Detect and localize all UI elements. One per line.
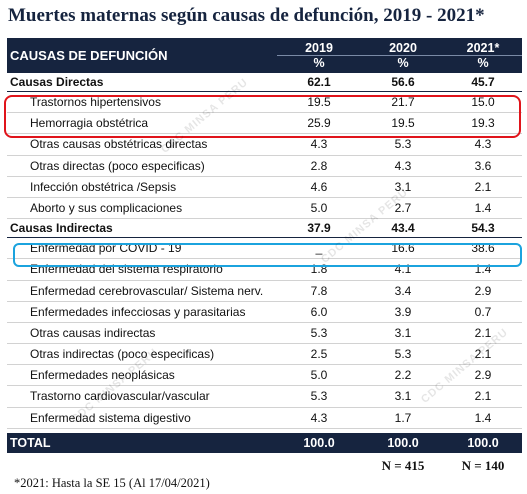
row-label: Enfermedad sistema digestivo [30,410,191,425]
row-value: _ [315,241,323,256]
total-value: 100.0 [387,435,419,450]
section-label: Causas Indirectas [10,221,113,236]
causes-table: CAUSAS DE DEFUNCIÓN 2019 2020 2021* % % … [7,38,522,453]
table-row: Otras directas (poco especificas) 2.8 4.3 3… [7,156,522,177]
row-value: 15.0 [471,95,495,109]
row-value: 3.1 [394,325,412,340]
row-value: 1.4 [474,200,492,215]
header-year-2021: 2021* [466,41,500,55]
section-value: 56.6 [391,75,415,89]
row-value: 4.3 [310,137,328,152]
table-row: Otras causas indirectas 5.3 3.1 2.1 [7,323,522,345]
section-value: 37.9 [307,221,331,236]
row-value: 5.3 [394,137,412,152]
table-row: Enfermedades infecciosas y parasitarias 6… [7,302,522,323]
row-value: 25.9 [307,116,331,131]
row-value: 2.1 [474,347,492,362]
row-value: 3.4 [394,283,412,298]
row-label: Enfermedades infecciosas y parasitarias [30,304,246,319]
row-value: 19.3 [471,116,495,131]
row-label: Otras directas (poco especificas) [30,158,205,173]
row-label: Otras indirectas (poco especificas) [30,347,215,362]
row-label: Infección obstétrica /Sepsis [30,179,177,194]
footnote: *2021: Hasta la SE 15 (Al 17/04/2021) [14,476,210,490]
row-value: 3.1 [394,389,412,404]
header-year-2020: 2020 [389,41,417,55]
table-header: CAUSAS DE DEFUNCIÓN 2019 2020 2021* % % … [7,38,522,73]
table-row: Enfermedad sistema digestivo 4.3 1.7 1.4 [7,408,522,429]
table-row: Infección obstétrica /Sepsis 4.6 3.1 2.1 [7,177,522,198]
row-value: 3.6 [474,158,492,173]
row-value: 5.3 [310,389,328,404]
total-row: TOTAL 100.0 100.0 100.0 [7,432,522,453]
row-value: 4.3 [394,158,412,173]
row-value: 0.7 [474,304,492,319]
row-label: Enfermedades neoplásicas [30,368,175,383]
section-row-indirectas: Causas Indirectas 37.9 43.4 54.3 [7,219,522,239]
table-title: Muertes maternas según causas de defunci… [8,5,485,26]
row-value: 4.3 [474,137,492,152]
table-row: Enfermedades neoplásicas 5.0 2.2 2.9 [7,365,522,387]
table-row: Otras causas obstétricas directas 4.3 5.3 4… [7,134,522,156]
row-value: 5.3 [310,325,328,340]
highlight-box-blue [13,243,522,267]
row-label: Hemorragia obstétrica [30,116,149,131]
row-label: Otras causas obstétricas directas [30,137,208,152]
row-label: Trastorno cardiovascular/vascular [30,389,210,404]
section-row-directas: Causas Directas 62.1 56.6 45.7 [7,73,522,92]
row-value: 2.7 [394,200,412,215]
row-value: 7.8 [310,283,328,298]
row-label: Trastornos hipertensivos [30,95,161,109]
table-row: Hemorragia obstétrica 25.9 19.5 19.3 [7,113,522,135]
table-row: Otras indirectas (poco especificas) 2.5 5.… [7,344,522,366]
row-label: Aborto y sus complicaciones [30,200,183,215]
section-value: 54.3 [471,221,495,236]
row-value: 21.7 [391,95,415,109]
row-value: 5.3 [394,347,412,362]
row-value: 3.1 [394,179,412,194]
section-value: 43.4 [391,221,415,236]
row-value: 2.1 [474,179,492,194]
table-row: Aborto y sus complicaciones 5.0 2.7 1.4 [7,198,522,220]
row-value: 1.7 [394,410,412,425]
row-value: 2.8 [310,158,328,173]
table-row: Trastornos hipertensivos 19.5 21.7 15.0 [7,92,522,114]
table-row: Trastorno cardiovascular/vascular 5.3 3.1 2… [7,386,522,408]
row-value: 2.1 [474,389,492,404]
row-value: 6.0 [310,304,328,319]
n-count-2020: N = 415 [381,458,425,473]
row-value: 2.5 [310,347,328,362]
row-value: 2.9 [474,283,492,298]
section-value: 62.1 [307,75,331,89]
table-row: Enfermedad cerebrovascular/ Sistema nerv… [7,281,522,302]
header-unit: % [313,56,325,70]
total-label: TOTAL [10,435,51,450]
row-value: 19.5 [307,95,331,109]
header-label: CAUSAS DE DEFUNCIÓN [10,48,168,63]
row-value: 2.2 [394,368,412,383]
section-value: 45.7 [471,75,495,89]
row-value: 3.9 [394,304,412,319]
row-value: 5.0 [310,368,328,383]
total-value: 100.0 [303,435,335,450]
header-unit: % [397,56,409,70]
row-value: 1.4 [474,410,492,425]
row-value: 2.9 [474,368,492,383]
row-label: Enfermedad cerebrovascular/ Sistema nerv… [30,283,264,298]
section-label: Causas Directas [10,75,104,89]
total-value: 100.0 [467,435,499,450]
header-divider [277,55,522,56]
row-label: Otras causas indirectas [30,325,156,340]
header-unit: % [477,56,489,70]
row-value: 4.3 [310,410,328,425]
row-value: 2.1 [474,325,492,340]
row-value: 19.5 [391,116,415,131]
row-value: 5.0 [310,200,328,215]
row-value: 4.6 [310,179,328,194]
highlight-box-red [4,95,521,138]
n-count-2021: N = 140 [461,458,505,473]
header-year-2019: 2019 [305,41,333,55]
